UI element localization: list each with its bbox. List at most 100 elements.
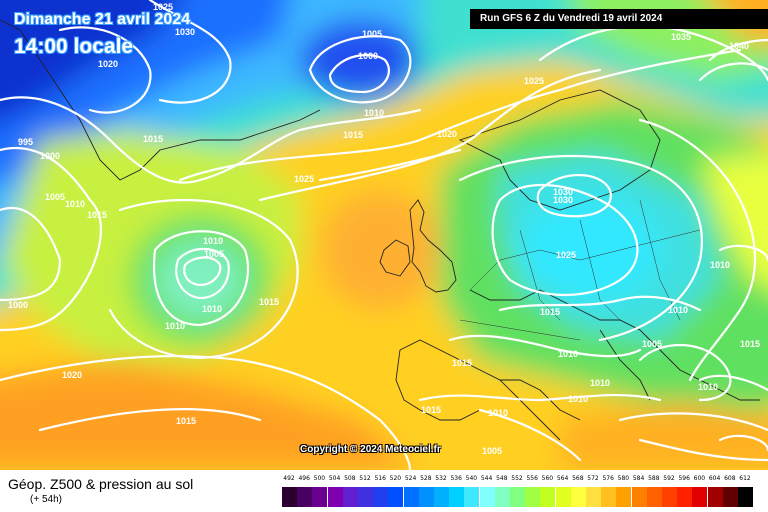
scale-value-label: 500 [313,475,326,482]
isobar-label: 1010 [364,108,384,118]
scale-value-label: 552 [511,475,523,482]
scale-value-label: 548 [496,475,508,482]
scale-color-swatch [586,487,601,507]
scale-color-swatch [540,487,556,507]
color-scale: 492 496 500 504 508 512 516 520 524 528 532 536 540 5… [282,475,753,509]
scale-color-swatch [297,487,313,507]
isobar-label: 1030 [553,187,573,197]
scale-color-swatch [449,487,465,507]
scale-value-label: 568 [572,475,584,482]
scale-value-label: 580 [617,475,630,482]
scale-value-label: 604 [708,475,721,482]
isobar-label: 1040 [729,41,749,51]
scale-value-label: 544 [480,475,493,482]
isobar-label: 1005 [45,192,65,202]
isobar-labels: 1025 1030 1005 1000 1020 995 1000 1005 1… [8,2,760,456]
isobar-label: 1015 [540,307,560,317]
scale-value-label: 560 [541,475,554,482]
scale-value-label: 496 [298,475,310,482]
scale-color-swatch [434,487,449,507]
isobar-label: 1000 [358,51,378,61]
scale-color-swatch [570,487,586,507]
isobar-label: 1020 [437,129,457,139]
isobar-label: 1010 [488,408,508,418]
isobar-label: 1005 [204,249,224,259]
scale-value-label: 572 [587,475,599,482]
scale-color-swatch [403,487,419,507]
isobar-label: 1015 [740,339,760,349]
isobar-label: 1015 [143,134,163,144]
scale-color-swatch [616,487,632,507]
scale-value-label: 524 [404,475,417,482]
scale-value-label: 532 [435,475,447,482]
copyright-notice: Copyright © 2024 Meteociel.fr [300,444,441,455]
isobar-label: 1025 [524,76,544,86]
isobar-label: 1020 [62,370,82,380]
scale-color-swatch [358,487,373,507]
isobar-label: 1025 [556,250,576,260]
forecast-date-title: Dimanche 21 avril 2024 [14,11,191,28]
scale-value-label: 508 [344,475,356,482]
scale-color-swatch [464,487,480,507]
scale-color-swatch [388,487,404,507]
scale-color-swatch [692,487,708,507]
scale-color-swatch [510,487,525,507]
legend-subtitle: (+ 54h) [30,494,62,505]
isobar-label: 1015 [421,405,441,415]
isobar-label: 1010 [65,199,85,209]
scale-value-label: 588 [648,475,660,482]
scale-value-label: 596 [678,475,690,482]
pressure-chart-svg: 1025 1030 1005 1000 1020 995 1000 1005 1… [0,0,768,470]
isobar-label: 1010 [165,321,185,331]
scale-value-label: 520 [389,475,402,482]
isobar-label: 1035 [671,32,691,42]
scale-value-label: 600 [693,475,706,482]
scale-color-swatch [479,487,495,507]
isobars [0,0,768,470]
model-run-info: Run GFS 6 Z du Vendredi 19 avril 2024 [470,9,768,29]
scale-value-label: 512 [359,475,371,482]
scale-color-swatch [373,487,389,507]
scale-color-swatch [601,487,617,507]
isobar-label: 1025 [153,2,173,12]
legend-footer: Géop. Z500 & pression au sol (+ 54h) 492… [0,470,768,512]
scale-value-label: 584 [632,475,645,482]
forecast-map: 1025 1030 1005 1000 1020 995 1000 1005 1… [0,0,768,470]
scale-color-swatch [707,487,723,507]
isobar-label: 1010 [558,349,578,359]
isobar-label: 1000 [8,300,28,310]
scale-value-label: 556 [526,475,538,482]
scale-color-swatch [555,487,571,507]
isobar-label: 1010 [568,394,588,404]
isobar-label: 995 [18,137,33,147]
scale-color-swatch [494,487,510,507]
scale-color-swatch [738,487,753,507]
scale-value-label: 608 [724,475,736,482]
isobar-label: 1015 [452,358,472,368]
scale-color-swatch [282,487,297,507]
isobar-label: 1010 [590,378,610,388]
scale-value-label: 564 [556,475,569,482]
isobar-label: 1005 [362,29,382,39]
isobar-label: 1010 [202,304,222,314]
isobar-label: 1015 [343,130,363,140]
scale-color-swatch [342,487,358,507]
scale-value-label: 528 [420,475,432,482]
scale-color-swatch [525,487,541,507]
isobar-label: 1015 [176,416,196,426]
scale-color-swatch [646,487,662,507]
scale-value-label: 612 [739,475,751,482]
scale-value-label: 516 [374,475,386,482]
scale-value-label: 536 [450,475,462,482]
forecast-time-title: 14:00 locale [14,35,134,58]
scale-color-swatch [631,487,647,507]
isobar-label: 1015 [259,297,279,307]
isobar-label: 1010 [698,382,718,392]
isobar-label: 1005 [642,339,662,349]
isobar-label: 1025 [294,174,314,184]
isobar-label: 1015 [87,210,107,220]
scale-color-swatch [418,487,434,507]
isobar-label: 1030 [553,195,573,205]
scale-color-swatch [722,487,738,507]
isobar-label: 1000 [40,151,60,161]
